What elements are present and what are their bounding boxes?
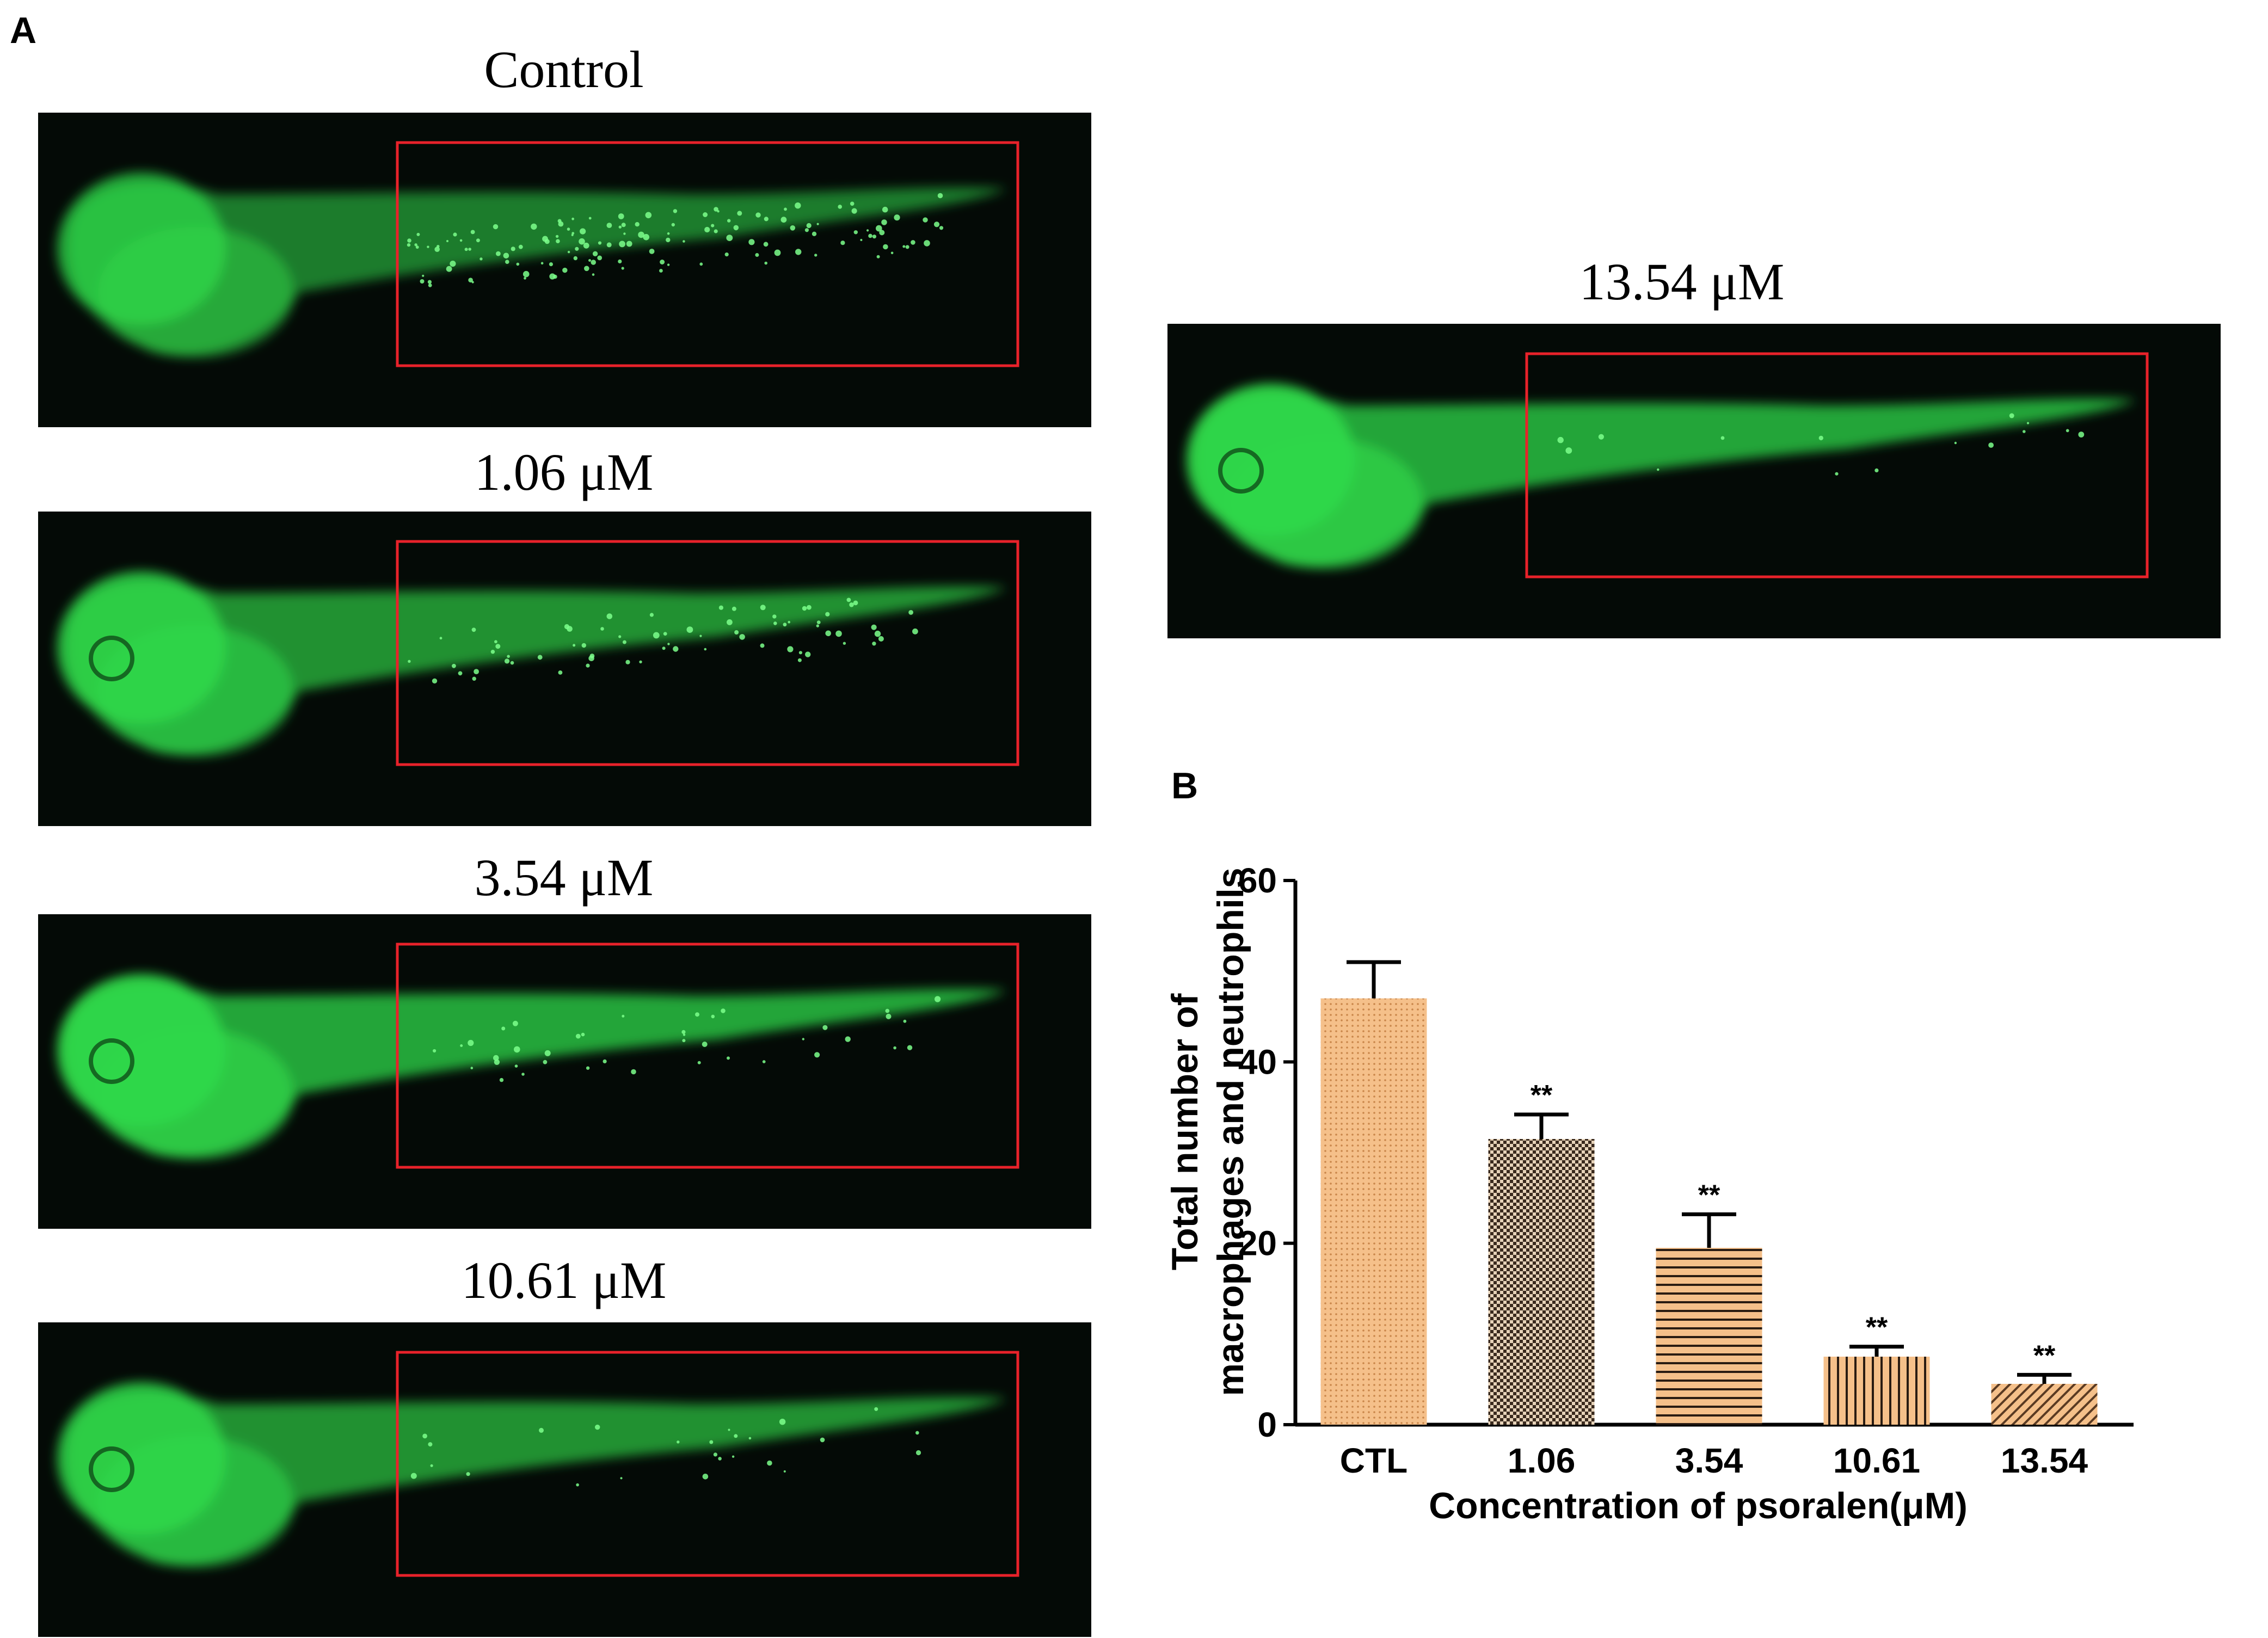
roi-box	[1525, 352, 2149, 578]
larva-eye	[89, 1446, 134, 1492]
roi-box	[396, 141, 1019, 367]
bar	[1656, 1248, 1762, 1425]
bar	[1991, 1384, 2098, 1425]
larva-body	[1187, 384, 2136, 569]
c1354-zebrafish-larva	[1187, 352, 2149, 578]
control-image-title: Control	[484, 40, 644, 98]
c354-fluorescence-image	[38, 914, 1091, 1229]
bar	[1320, 998, 1427, 1425]
x-tick-label: CTL	[1340, 1441, 1407, 1480]
significance-label: **	[1866, 1312, 1888, 1344]
fluorescent-cells	[433, 996, 941, 1082]
c354-image-title: 3.54 μM	[474, 848, 654, 907]
larva-body	[57, 1382, 1007, 1567]
c106-fluorescence-image	[38, 512, 1091, 826]
larva-body	[57, 571, 1007, 756]
bar-chart: 0 20 40 60 CTL ** 1.06 ** 3.54 ** 10.61 ** 13.54 Conc…	[1164, 861, 2134, 1526]
panel-a-label: A	[10, 10, 37, 51]
panel-b-label: B	[1171, 765, 1198, 806]
larva-eye	[89, 1038, 134, 1084]
larva-body	[57, 974, 1007, 1159]
fluorescent-cells	[408, 598, 918, 683]
bar	[1488, 1139, 1595, 1425]
fluorescent-cells	[1557, 413, 2085, 476]
larva-eye	[89, 636, 134, 681]
x-tick-label: 3.54	[1675, 1441, 1743, 1480]
c1061-fluorescence-image	[38, 1322, 1091, 1637]
c106-image-title: 1.06 μM	[474, 443, 654, 501]
c1354-image-title: 13.54 μM	[1579, 253, 1785, 311]
y-tick-label: 0	[1257, 1405, 1277, 1444]
roi-box	[396, 1351, 1019, 1577]
y-axis-label: macrophages and neutrophils	[1210, 867, 1251, 1396]
x-axis-label: Concentration of psoralen(μM)	[1429, 1485, 1968, 1526]
significance-label: **	[1531, 1080, 1553, 1111]
significance-label: **	[2033, 1340, 2056, 1371]
fluorescent-cells	[407, 193, 944, 287]
control-fluorescence-image	[38, 113, 1091, 427]
roi-box	[396, 943, 1019, 1169]
c354-zebrafish-larva	[57, 943, 1019, 1169]
y-tick-label: 60	[1238, 861, 1277, 900]
c1061-image-title: 10.61 μM	[461, 1251, 667, 1309]
y-tick-label: 40	[1238, 1042, 1277, 1081]
bar	[1823, 1357, 1930, 1425]
x-tick-label: 10.61	[1833, 1441, 1920, 1480]
roi-box	[396, 540, 1019, 766]
fluorescent-cells	[410, 1407, 921, 1487]
larva-eye	[1218, 448, 1264, 494]
y-axis-label: Total number of	[1164, 993, 1206, 1270]
x-tick-label: 1.06	[1508, 1441, 1576, 1480]
c1354-fluorescence-image	[1167, 324, 2221, 638]
y-tick-label: 20	[1238, 1224, 1277, 1263]
larva-body	[57, 173, 1007, 358]
control-zebrafish-larva	[57, 141, 1019, 367]
significance-label: **	[1698, 1179, 1720, 1211]
c1061-zebrafish-larva	[57, 1351, 1019, 1577]
x-tick-label: 13.54	[2001, 1441, 2088, 1480]
c106-zebrafish-larva	[57, 540, 1019, 766]
